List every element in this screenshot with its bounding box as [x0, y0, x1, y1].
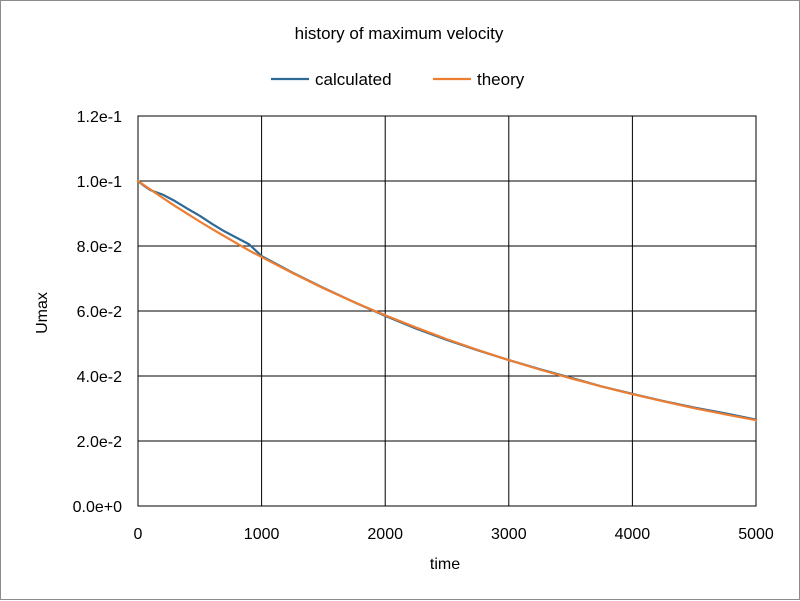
grid — [137, 115, 757, 507]
y-tick-label-4: 8.0e-2 — [77, 239, 122, 256]
x-tick-label-2: 2000 — [367, 526, 403, 543]
y-tick-label-6: 1.2e-1 — [77, 109, 122, 126]
y-axis-ticks: 0.0e+0 2.0e-2 4.0e-2 6.0e-2 8.0e-2 1.0e-1 1.2e… — [73, 109, 122, 516]
x-tick-label-1: 1000 — [244, 526, 280, 543]
legend: calculated theory — [271, 70, 525, 89]
series-line-theory — [136, 179, 758, 422]
series-line-calculated — [136, 179, 758, 421]
chart-title: history of maximum velocity — [295, 24, 504, 43]
y-tick-label-1: 2.0e-2 — [77, 434, 122, 451]
y-tick-label-3: 6.0e-2 — [77, 304, 122, 321]
x-tick-label-4: 4000 — [615, 526, 651, 543]
x-tick-label-3: 3000 — [491, 526, 527, 543]
legend-label-theory: theory — [477, 70, 525, 89]
plot-area-border — [137, 115, 757, 507]
x-axis-label: time — [430, 556, 460, 573]
x-tick-label-5: 5000 — [738, 526, 774, 543]
x-axis-ticks: 0 1000 2000 3000 4000 5000 — [134, 526, 774, 543]
y-tick-label-5: 1.0e-1 — [77, 174, 122, 191]
y-tick-label-0: 0.0e+0 — [73, 499, 122, 516]
x-tick-label-0: 0 — [134, 526, 143, 543]
y-tick-label-2: 4.0e-2 — [77, 369, 122, 386]
legend-label-calculated: calculated — [315, 70, 392, 89]
y-axis-label: Umax — [34, 292, 51, 334]
series-layer — [136, 179, 758, 422]
